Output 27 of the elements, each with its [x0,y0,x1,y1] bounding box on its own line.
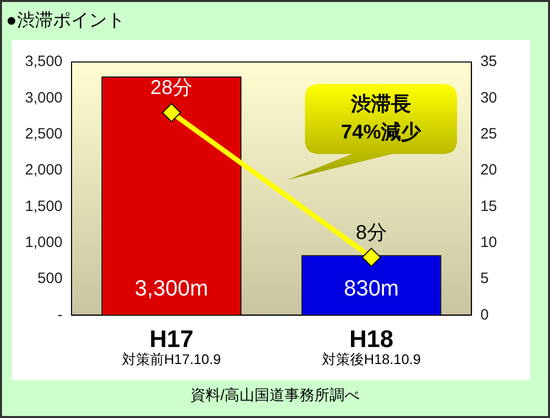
y2-tick-label: 30 [480,89,498,106]
annotation: 渋滞長 74%減少 [340,93,422,144]
y2-tick-label: 25 [480,125,498,142]
y-tick-label: 2,500 [24,125,63,142]
y-tick-label: 2,000 [24,162,63,179]
x-tick-label: H18 [349,326,394,354]
data-label: 8分 [356,222,387,244]
text: 対策後H18.10.9 [322,351,421,368]
text: 資料/高山国道事務所調べ [189,386,361,405]
text: 対策前H17.10.9 [122,351,222,368]
y-tick-label: - [58,306,63,324]
y2-tick-label: 0 [480,306,489,324]
y2-tick-label: 15 [480,198,498,215]
y2-tick-label: 5 [480,270,489,288]
y2-tick-label: 10 [480,234,498,251]
y-tick-label: 3,500 [24,53,63,70]
data-label: 3,300m [134,275,208,300]
y-tick-label: 3,000 [24,89,63,106]
data-label: 830m [344,275,399,300]
x-tick-label: H17 [149,326,194,354]
y2-tick-label: 35 [480,53,498,70]
chart-title: ●渋滞ポイント [6,9,125,32]
y-tick-label: 500 [38,270,63,288]
y-tick-label: 1,500 [24,198,63,215]
y-tick-label: 1,000 [24,234,63,251]
data-label: 28分 [150,77,193,100]
y2-tick-label: 20 [480,162,498,179]
